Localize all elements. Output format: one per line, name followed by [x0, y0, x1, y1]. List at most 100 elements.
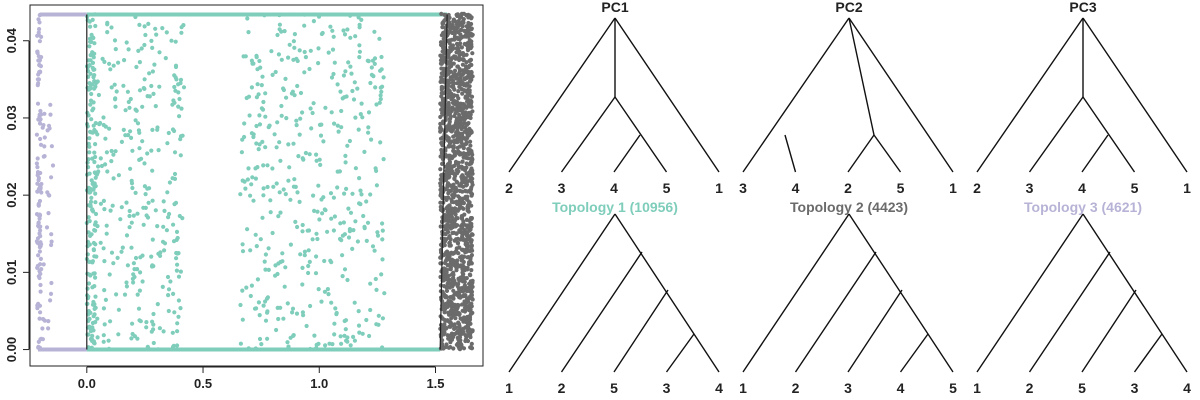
topology3-point — [48, 102, 53, 107]
topology1-point — [312, 12, 317, 17]
topology1-point — [133, 14, 138, 20]
topology1-point — [361, 213, 366, 219]
topology1-point — [172, 84, 177, 90]
topology1-point — [372, 248, 377, 253]
topology2-point — [470, 152, 475, 157]
topology2-point — [469, 341, 474, 346]
topology2-point — [464, 276, 469, 281]
topology2-point — [469, 221, 474, 226]
topology1-point — [178, 153, 183, 158]
topology2-point — [458, 188, 463, 193]
topology1-point — [251, 61, 256, 66]
topology1-point — [374, 102, 379, 107]
topology1-point — [298, 116, 303, 121]
topology2-point — [460, 289, 466, 294]
tree-branch — [560, 251, 643, 373]
topology1-point — [138, 270, 143, 275]
topology2-point — [455, 223, 460, 228]
topology1-point — [108, 67, 113, 72]
topology2-point — [445, 33, 450, 38]
topology1-point — [151, 91, 156, 96]
topology1-point — [166, 130, 171, 136]
topology-tree-tip-label: 3 — [844, 380, 852, 396]
topology1-point — [91, 271, 96, 276]
topology-tree-title: Topology 2 (4423) — [790, 199, 908, 215]
topology1-point — [174, 250, 179, 256]
topology2-point — [461, 57, 466, 63]
pc-tree-title: PC2 — [835, 0, 862, 15]
topology3-point — [37, 20, 42, 25]
topology1-point — [139, 156, 144, 161]
topology3-point — [37, 62, 42, 67]
topology1-point — [308, 48, 313, 53]
topology1-point — [238, 341, 243, 346]
topology1-point — [245, 16, 250, 21]
topology2-point — [470, 171, 475, 176]
topology1-point — [308, 303, 313, 309]
topology3-point — [39, 112, 44, 117]
topology1-point — [87, 19, 92, 24]
topology1-point — [177, 114, 182, 119]
topology1-point — [180, 133, 185, 138]
topology1-point — [240, 242, 245, 247]
topology1-point — [142, 86, 147, 91]
topology1-point — [282, 284, 287, 289]
topology3-point — [36, 81, 41, 86]
topology1-point — [380, 221, 385, 226]
topology1-point — [88, 102, 93, 107]
topology2-point — [463, 293, 468, 298]
topology1-point — [89, 117, 94, 122]
y-tick-label: 0.04 — [4, 27, 19, 53]
topology1-point — [306, 228, 312, 233]
topology1-point — [91, 75, 96, 80]
topology1-point — [290, 310, 295, 315]
topology1-point — [88, 39, 93, 44]
topology1-point — [329, 216, 334, 221]
topology1-point — [320, 30, 325, 36]
y-axis: 0.00 0.01 0.02 0.03 0.04 — [4, 27, 30, 362]
topology1-point — [116, 307, 121, 312]
topology2-point — [462, 118, 467, 123]
topology2-point — [464, 244, 470, 249]
topology1-point — [258, 237, 263, 242]
topology1-point — [283, 76, 288, 81]
topology2-point — [467, 58, 472, 64]
topology-tree-2: Topology 2 (4423) 1 2 3 4 5 — [739, 199, 957, 396]
topology1-point — [120, 245, 125, 250]
scatter-panel: 0.0 0.5 1.0 1.5 0.00 0.01 0.02 0.03 0.04 — [4, 4, 484, 391]
topology2-point — [445, 61, 450, 66]
topology2-point — [461, 106, 466, 111]
topology3-point — [38, 142, 44, 147]
topology1-point — [356, 323, 362, 328]
topology1-point — [179, 30, 184, 35]
topology1-point — [168, 279, 173, 284]
topology2-point — [439, 219, 445, 224]
topology1-point — [261, 186, 266, 191]
topology2-point — [442, 284, 447, 289]
topology2-point — [470, 32, 475, 37]
topology3-point — [36, 32, 41, 37]
topology1-point — [86, 230, 91, 235]
topology1-point — [165, 141, 170, 146]
topology2-point — [457, 278, 462, 283]
topology2-point — [455, 145, 460, 150]
topology1-point — [90, 108, 95, 113]
topology1-point — [170, 176, 175, 181]
topology1-point — [338, 89, 343, 94]
topology1-point — [342, 32, 348, 37]
topology1-point — [142, 77, 147, 82]
tree-branch — [1028, 96, 1084, 173]
topology2-point — [451, 134, 456, 139]
topology3-point — [36, 72, 41, 77]
topology1-point — [93, 23, 98, 29]
topology2-point — [447, 20, 452, 25]
topology1-point — [295, 58, 300, 64]
topology2-point — [439, 56, 445, 61]
topology1-point — [300, 110, 305, 115]
pc-trees: PC1 2 3 4 5 1 PC2 3 4 2 5 1 PC3 2 3 4 5 1 — [505, 0, 1191, 196]
topology2-point — [448, 302, 453, 307]
topology1-point — [285, 340, 290, 345]
topology2-point — [470, 297, 475, 302]
topology1-point — [95, 79, 100, 84]
topology1-point — [359, 17, 364, 22]
